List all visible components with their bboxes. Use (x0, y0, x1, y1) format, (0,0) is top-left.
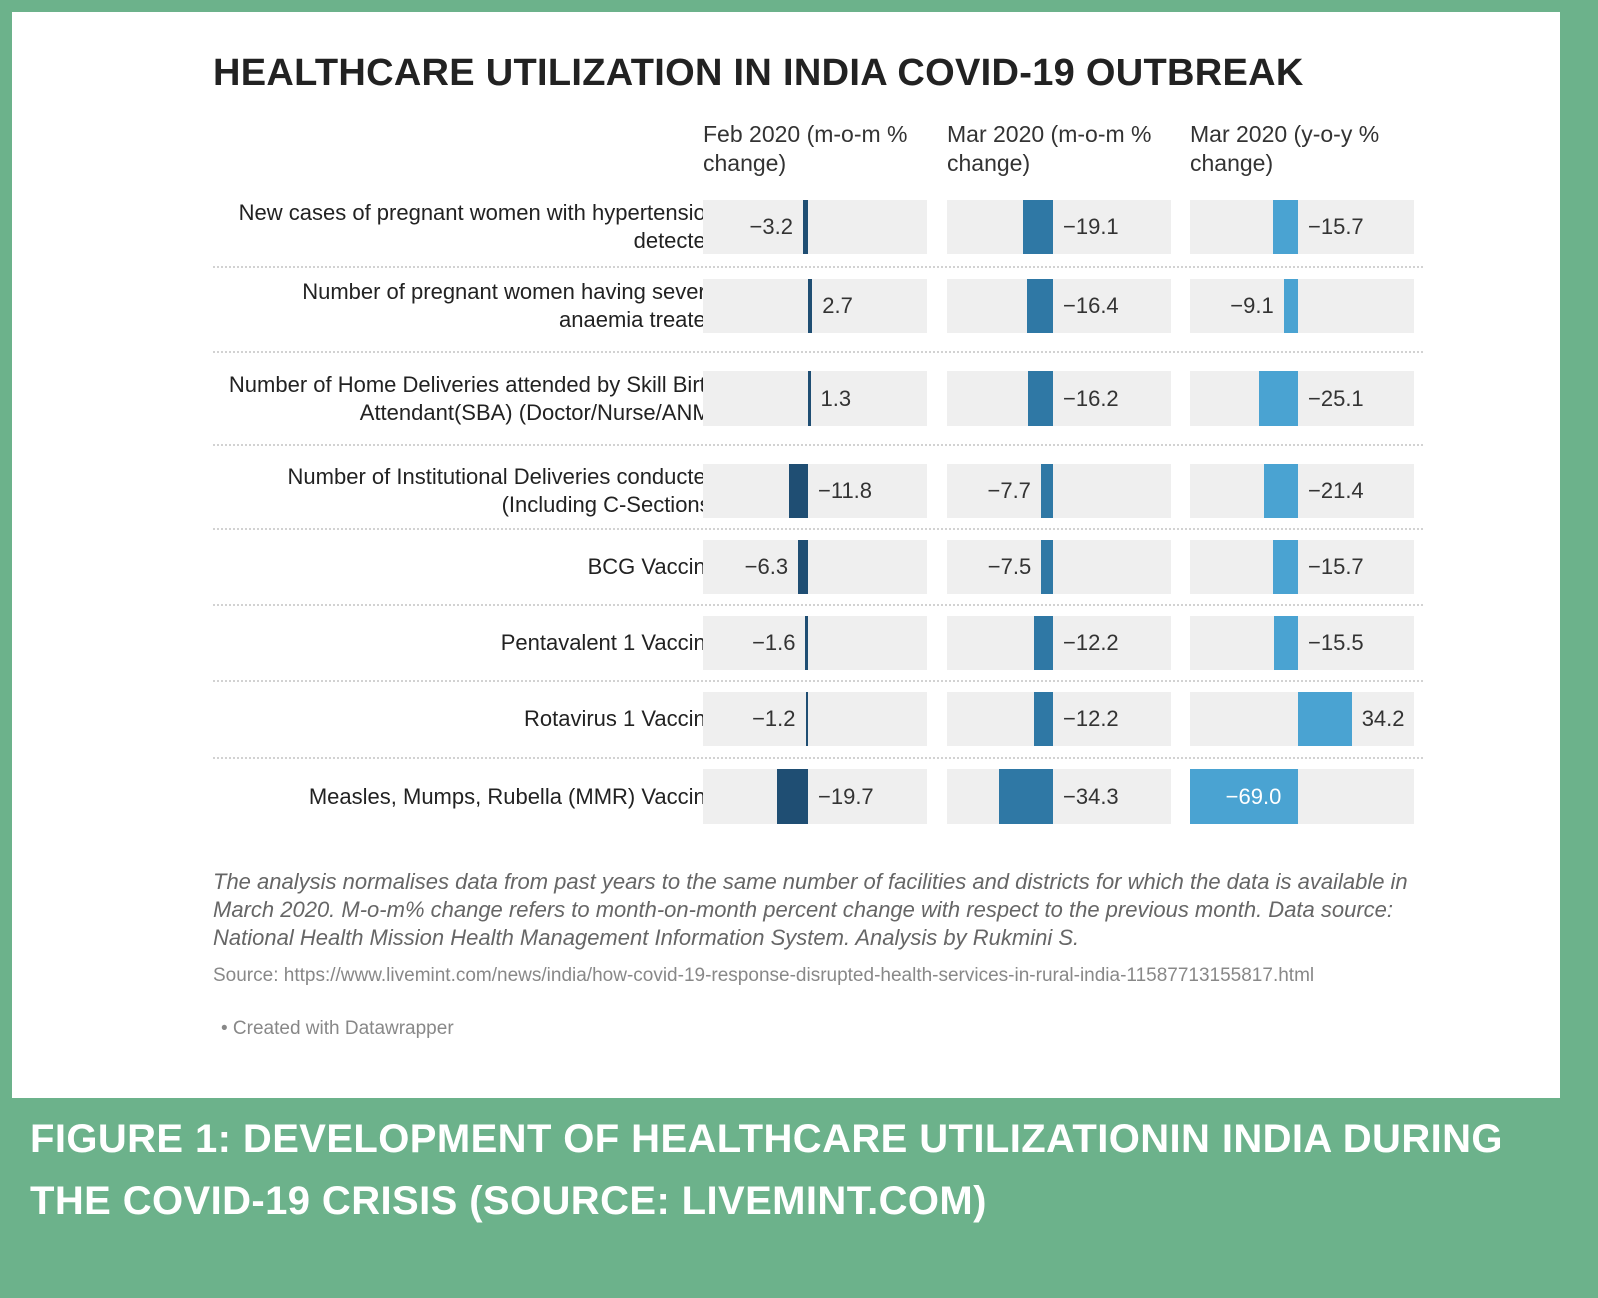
bar-feb-mom (808, 279, 813, 333)
value-label-mar-yoy: −69.0 (1225, 783, 1282, 809)
row-label: Number of Institutional Deliveries condu… (287, 464, 718, 517)
bar-mar-yoy (1273, 616, 1298, 670)
bar-feb-mom (808, 371, 811, 426)
chart-note: The analysis normalises data from past y… (213, 869, 1408, 950)
bar-feb-mom (805, 616, 808, 670)
bar-mar-yoy (1258, 371, 1298, 426)
value-label-mar-yoy: −9.1 (1230, 293, 1274, 318)
cell-background (947, 769, 1171, 824)
bar-mar-yoy (1273, 540, 1298, 594)
row-divider (213, 444, 1423, 446)
cell-background (947, 692, 1171, 746)
row-label: Measles, Mumps, Rubella (MMR) Vaccine (308, 783, 718, 809)
row-label: BCG Vaccine (587, 554, 718, 579)
bar-feb-mom (805, 692, 808, 746)
cell-background (1190, 200, 1414, 254)
value-label-mar-mom: −12.2 (1063, 630, 1119, 655)
value-label-mar-mom: −16.2 (1063, 385, 1119, 411)
cell-background (703, 371, 927, 426)
bar-feb-mom (777, 769, 808, 824)
value-label-mar-yoy: −15.7 (1308, 554, 1364, 579)
value-label-mar-yoy: 34.2 (1361, 706, 1405, 731)
column-header-mar-mom: Mar 2020 (m-o-m % change) (947, 121, 1152, 176)
bar-mar-yoy (1283, 279, 1298, 333)
row-divider (213, 351, 1423, 353)
value-label-feb-mom: −6.3 (744, 554, 789, 579)
column-header-feb-mom: Feb 2020 (m-o-m % change) (703, 121, 908, 176)
value-label-mar-yoy: −15.7 (1308, 214, 1364, 239)
chart-credit: • Created with Datawrapper (221, 1018, 454, 1039)
cell-background (703, 464, 927, 518)
bar-feb-mom (789, 464, 808, 518)
value-label-mar-mom: −34.3 (1063, 783, 1119, 809)
chart-title: HEALTHCARE UTILIZATION IN INDIA COVID-19… (213, 52, 1304, 94)
cell-background (703, 200, 927, 254)
chart-source: Source: https://www.livemint.com/news/in… (213, 965, 1315, 986)
cell-background (703, 540, 927, 594)
bar-mar-mom (999, 769, 1053, 824)
bar-mar-mom (1027, 279, 1053, 333)
value-label-feb-mom: −1.6 (752, 630, 796, 655)
bar-mar-mom (1027, 371, 1053, 426)
cell-background (703, 279, 927, 333)
cell-background (947, 540, 1171, 594)
column-header-mar-yoy: Mar 2020 (y-o-y % change) (1190, 121, 1380, 176)
cell-background (947, 371, 1171, 426)
value-label-feb-mom: 1.3 (820, 385, 852, 411)
row-divider (213, 604, 1423, 606)
bar-mar-yoy (1298, 692, 1352, 746)
value-label-feb-mom: −3.2 (749, 214, 793, 239)
value-label-feb-mom: −19.7 (818, 783, 874, 809)
bar-mar-mom (1040, 464, 1053, 518)
row-divider (213, 756, 1423, 759)
value-label-mar-yoy: −25.1 (1308, 385, 1364, 411)
bar-mar-mom (1041, 540, 1053, 594)
value-label-mar-mom: −7.5 (987, 554, 1032, 579)
cell-background (947, 616, 1171, 670)
cell-background (703, 616, 927, 670)
value-label-feb-mom: −1.2 (752, 706, 796, 731)
value-label-mar-yoy: −21.4 (1308, 478, 1364, 503)
cell-background (1190, 616, 1414, 670)
value-label-feb-mom: 2.7 (822, 293, 853, 318)
bar-mar-mom (1033, 616, 1053, 670)
cell-background (947, 200, 1171, 254)
row-label: New cases of pregnant women with hyperte… (238, 200, 718, 253)
value-label-feb-mom: −11.8 (818, 478, 873, 503)
row-divider (213, 528, 1423, 530)
bar-mar-mom (1023, 200, 1053, 254)
value-label-mar-mom: −7.7 (987, 478, 1031, 503)
bar-mar-yoy (1273, 200, 1298, 254)
value-label-mar-yoy: −15.5 (1308, 630, 1364, 655)
cell-background (703, 769, 927, 824)
cell-background (947, 464, 1171, 518)
cell-background (1190, 371, 1414, 426)
bar-mar-yoy (1264, 464, 1298, 518)
cell-background (947, 279, 1171, 333)
cell-background (1190, 540, 1414, 594)
row-label: Pentavalent 1 Vaccine (500, 630, 718, 655)
value-label-mar-mom: −19.1 (1063, 214, 1119, 239)
bar-feb-mom (798, 540, 808, 594)
bar-mar-mom (1033, 692, 1053, 746)
row-label: Rotavirus 1 Vaccine (523, 706, 718, 731)
cell-background (1190, 279, 1414, 333)
figure-caption: FIGURE 1: DEVELOPMENT OF HEALTHCARE UTIL… (30, 1117, 1503, 1223)
row-label: Number of Home Deliveries attended by Sk… (228, 371, 718, 425)
cell-background (1190, 464, 1414, 518)
row-divider (213, 680, 1423, 682)
value-label-mar-mom: −16.4 (1063, 293, 1119, 318)
bar-mar-yoy (1189, 769, 1298, 824)
value-label-mar-mom: −12.2 (1063, 706, 1119, 731)
bar-feb-mom (802, 200, 808, 254)
row-divider (213, 265, 1423, 268)
row-label: Number of pregnant women having severe a… (302, 279, 718, 332)
cell-background (703, 692, 927, 746)
